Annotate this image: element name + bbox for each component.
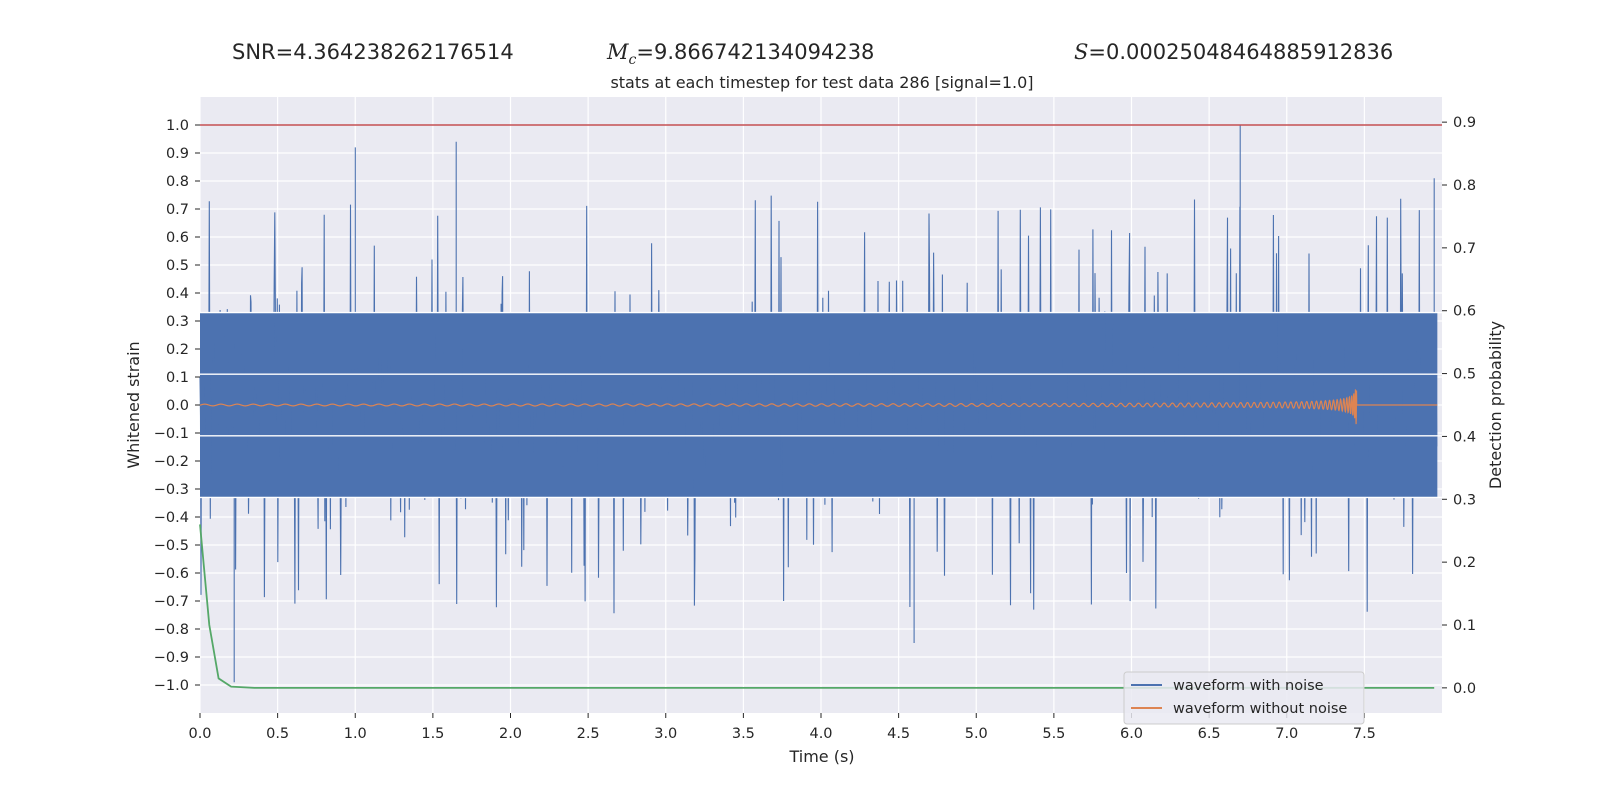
y-tick-15: −0.5 (154, 538, 189, 554)
s-symbol: S (1074, 40, 1089, 64)
y-tick-5: 0.5 (166, 258, 189, 274)
y-tick-3: 0.7 (166, 202, 189, 218)
y-right-tick-9: 0.0 (1453, 681, 1476, 697)
legend-label-noise: waveform with noise (1173, 678, 1324, 694)
y-tick-19: −0.9 (154, 650, 189, 666)
y-tick-11: −0.1 (154, 426, 189, 442)
y-tick-20: −1.0 (154, 678, 189, 694)
y-tick-16: −0.6 (154, 566, 189, 582)
y-tick-1: 0.9 (166, 146, 189, 162)
y-tick-7: 0.3 (166, 314, 189, 330)
x-axis-label: Time (s) (788, 747, 854, 766)
y-right-axis-ticks: 0.9 0.8 0.7 0.6 0.5 0.4 0.3 0.2 0.1 0.0 (1442, 115, 1476, 697)
y-axis-ticks: 1.0 0.9 0.8 0.7 0.6 0.5 0.4 0.3 0.2 0.1 0.0 −0.1 −0.… (154, 118, 200, 694)
s-readout: S=0.00025048464885912836 (1074, 40, 1394, 64)
y-right-tick-6: 0.3 (1453, 492, 1476, 508)
y-tick-14: −0.4 (154, 510, 189, 526)
y-right-tick-5: 0.4 (1453, 429, 1476, 445)
chirp-mass-readout: Mc=9.866742134094238 (607, 40, 875, 69)
legend-label-clean: waveform without noise (1173, 701, 1347, 717)
x-tick-9: 4.5 (887, 726, 910, 742)
x-tick-15: 7.5 (1353, 726, 1376, 742)
y-right-tick-0: 0.9 (1453, 115, 1476, 131)
y-tick-9: 0.1 (166, 370, 189, 386)
snr-label: SNR (232, 40, 276, 64)
y-tick-2: 0.8 (166, 174, 189, 190)
y-tick-17: −0.7 (154, 594, 189, 610)
y-right-tick-3: 0.6 (1453, 304, 1476, 320)
y-right-tick-4: 0.5 (1453, 367, 1476, 383)
x-tick-13: 6.5 (1198, 726, 1221, 742)
chirp-mass-value: 9.866742134094238 (653, 40, 875, 64)
chirp-trace (199, 389, 1438, 425)
y-tick-6: 0.4 (166, 286, 189, 302)
x-tick-5: 2.5 (577, 726, 600, 742)
y-right-tick-7: 0.2 (1453, 555, 1476, 571)
y-axis-label: Whitened strain (124, 341, 143, 468)
series-detection-probability (199, 524, 1435, 689)
y-right-tick-1: 0.8 (1453, 178, 1476, 194)
noise-trace (199, 125, 1438, 683)
x-tick-2: 1.0 (344, 726, 367, 742)
y-tick-0: 1.0 (166, 118, 189, 134)
x-tick-4: 2.0 (499, 726, 522, 742)
x-axis-ticks: 0.0 0.5 1.0 1.5 2.0 2.5 3.0 3.5 4.0 4.5 5.0 5.5 6.0 6… (188, 713, 1376, 742)
x-tick-1: 0.5 (266, 726, 289, 742)
y-tick-18: −0.8 (154, 622, 189, 638)
snr-readout: SNR=4.364238262176514 (232, 40, 514, 64)
series-waveform-without-noise (199, 389, 1438, 425)
x-tick-10: 5.0 (965, 726, 988, 742)
y-tick-8: 0.2 (166, 342, 189, 358)
snr-value: 4.364238262176514 (293, 40, 514, 64)
x-tick-8: 4.0 (809, 726, 832, 742)
y-tick-10: 0.0 (166, 398, 189, 414)
x-tick-12: 6.0 (1120, 726, 1143, 742)
x-tick-3: 1.5 (421, 726, 444, 742)
x-tick-7: 3.5 (732, 726, 755, 742)
x-tick-11: 5.5 (1042, 726, 1065, 742)
x-tick-6: 3.0 (654, 726, 677, 742)
y-right-axis-label: Detection probability (1486, 321, 1505, 489)
y-tick-12: −0.2 (154, 454, 189, 470)
chirp-mass-subscript: c (628, 52, 637, 69)
y-tick-4: 0.6 (166, 230, 189, 246)
y-tick-13: −0.3 (154, 482, 189, 498)
y-right-tick-8: 0.1 (1453, 618, 1476, 634)
x-tick-14: 7.0 (1275, 726, 1298, 742)
x-tick-0: 0.0 (188, 726, 211, 742)
probability-trace (199, 524, 1435, 689)
y-right-tick-2: 0.7 (1453, 241, 1476, 257)
chart-title: stats at each timestep for test data 286… (610, 73, 1033, 92)
legend: waveform with noise waveform without noi… (1123, 671, 1365, 725)
chirp-mass-symbol: M (607, 40, 629, 64)
legend-box (1123, 671, 1365, 725)
s-value: 0.00025048464885912836 (1106, 40, 1394, 64)
